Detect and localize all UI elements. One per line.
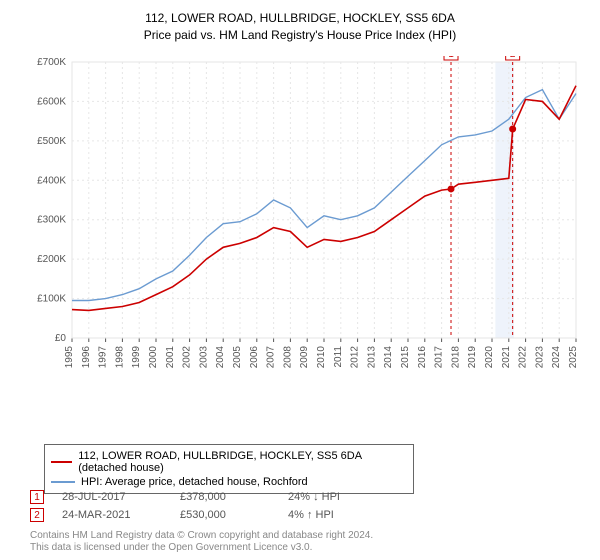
legend-label: HPI: Average price, detached house, Roch… bbox=[81, 476, 308, 488]
marker-price: £530,000 bbox=[180, 509, 270, 521]
svg-text:2014: 2014 bbox=[383, 346, 394, 369]
svg-text:2006: 2006 bbox=[249, 346, 260, 369]
svg-text:2012: 2012 bbox=[350, 346, 361, 369]
svg-text:£600K: £600K bbox=[37, 96, 66, 107]
marker-date: 28-JUL-2017 bbox=[62, 491, 162, 503]
svg-text:£500K: £500K bbox=[37, 136, 66, 147]
svg-text:2019: 2019 bbox=[467, 346, 478, 369]
svg-text:2013: 2013 bbox=[366, 346, 377, 369]
svg-text:2001: 2001 bbox=[165, 346, 176, 369]
marker-pct: 24% ↓ HPI bbox=[288, 491, 378, 503]
svg-text:2007: 2007 bbox=[266, 346, 277, 369]
footer-line-2: This data is licensed under the Open Gov… bbox=[30, 542, 373, 554]
svg-text:£200K: £200K bbox=[37, 254, 66, 265]
marker-date: 24-MAR-2021 bbox=[62, 509, 162, 521]
svg-text:2022: 2022 bbox=[518, 346, 529, 369]
svg-text:2018: 2018 bbox=[450, 346, 461, 369]
svg-text:2024: 2024 bbox=[551, 346, 562, 369]
svg-text:£0: £0 bbox=[55, 333, 67, 344]
svg-text:2005: 2005 bbox=[232, 346, 243, 369]
legend: 112, LOWER ROAD, HULLBRIDGE, HOCKLEY, SS… bbox=[44, 444, 414, 494]
svg-text:£400K: £400K bbox=[37, 175, 66, 186]
title-line-2: Price paid vs. HM Land Registry's House … bbox=[0, 27, 600, 44]
marker-number: 1 bbox=[30, 490, 44, 504]
svg-text:£300K: £300K bbox=[37, 215, 66, 226]
table-row: 2 24-MAR-2021 £530,000 4% ↑ HPI bbox=[30, 506, 570, 524]
chart-container: 112, LOWER ROAD, HULLBRIDGE, HOCKLEY, SS… bbox=[0, 0, 600, 560]
svg-text:2008: 2008 bbox=[282, 346, 293, 369]
svg-text:2009: 2009 bbox=[299, 346, 310, 369]
marker-price: £378,000 bbox=[180, 491, 270, 503]
chart-svg: £0 £100K £200K £300K £400K £500K £600K £700K 199… bbox=[24, 56, 584, 386]
svg-text:2017: 2017 bbox=[434, 346, 445, 369]
svg-text:1998: 1998 bbox=[114, 346, 125, 369]
svg-text:2002: 2002 bbox=[182, 346, 193, 369]
footer-attribution: Contains HM Land Registry data © Crown c… bbox=[30, 530, 373, 554]
svg-text:2010: 2010 bbox=[316, 346, 327, 369]
svg-text:2023: 2023 bbox=[534, 346, 545, 369]
svg-text:£100K: £100K bbox=[37, 294, 66, 305]
svg-text:2021: 2021 bbox=[501, 346, 512, 369]
title-line-1: 112, LOWER ROAD, HULLBRIDGE, HOCKLEY, SS… bbox=[0, 10, 600, 27]
svg-text:2: 2 bbox=[510, 56, 516, 60]
legend-swatch bbox=[51, 461, 72, 463]
svg-text:2000: 2000 bbox=[148, 346, 159, 369]
footer-line-1: Contains HM Land Registry data © Crown c… bbox=[30, 530, 373, 542]
svg-text:1997: 1997 bbox=[98, 346, 109, 369]
table-row: 1 28-JUL-2017 £378,000 24% ↓ HPI bbox=[30, 488, 570, 506]
marker-table: 1 28-JUL-2017 £378,000 24% ↓ HPI 2 24-MA… bbox=[30, 488, 570, 524]
marker-number: 2 bbox=[30, 508, 44, 522]
svg-text:1995: 1995 bbox=[64, 346, 75, 369]
chart-plot: £0 £100K £200K £300K £400K £500K £600K £700K 199… bbox=[24, 56, 584, 386]
svg-text:2011: 2011 bbox=[333, 346, 344, 368]
svg-text:2004: 2004 bbox=[215, 346, 226, 369]
legend-item: HPI: Average price, detached house, Roch… bbox=[51, 475, 407, 489]
svg-text:2016: 2016 bbox=[417, 346, 428, 369]
svg-text:2015: 2015 bbox=[400, 346, 411, 369]
svg-text:2003: 2003 bbox=[198, 346, 209, 369]
chart-title: 112, LOWER ROAD, HULLBRIDGE, HOCKLEY, SS… bbox=[0, 0, 600, 44]
svg-text:1: 1 bbox=[448, 56, 454, 60]
legend-label: 112, LOWER ROAD, HULLBRIDGE, HOCKLEY, SS… bbox=[78, 450, 407, 474]
marker-pct: 4% ↑ HPI bbox=[288, 509, 378, 521]
svg-text:2020: 2020 bbox=[484, 346, 495, 369]
legend-swatch bbox=[51, 481, 75, 483]
svg-text:1999: 1999 bbox=[131, 346, 142, 369]
svg-text:1996: 1996 bbox=[81, 346, 92, 369]
svg-text:£700K: £700K bbox=[37, 57, 66, 68]
svg-text:2025: 2025 bbox=[568, 346, 579, 369]
legend-item: 112, LOWER ROAD, HULLBRIDGE, HOCKLEY, SS… bbox=[51, 449, 407, 475]
